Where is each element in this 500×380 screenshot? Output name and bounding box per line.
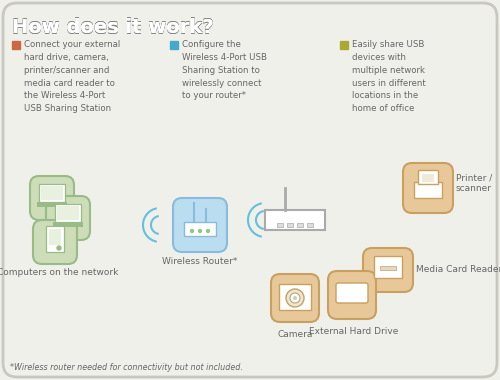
Bar (55, 204, 81, 222)
FancyBboxPatch shape (403, 163, 453, 213)
Circle shape (293, 296, 297, 300)
Circle shape (286, 289, 304, 307)
Bar (265, 210, 325, 230)
Text: Media Card Reader: Media Card Reader (416, 266, 500, 274)
Bar (297, 223, 303, 227)
Text: How does it work?: How does it work? (12, 19, 213, 38)
FancyBboxPatch shape (33, 220, 77, 264)
Text: How does it work?: How does it work? (12, 19, 213, 38)
Text: Connect your external
hard drive, camera,
printer/scanner and
media card reader : Connect your external hard drive, camera… (24, 40, 120, 113)
FancyBboxPatch shape (46, 196, 90, 240)
Bar (307, 223, 313, 227)
Text: How does it work?: How does it work? (12, 17, 214, 36)
Bar (39, 184, 65, 202)
Text: How does it work?: How does it work? (12, 17, 213, 36)
Circle shape (198, 230, 202, 233)
Text: Camera: Camera (278, 330, 312, 339)
Text: How does it work?: How does it work? (12, 18, 213, 37)
Bar (422, 174, 434, 182)
Text: Wireless Router*: Wireless Router* (162, 257, 238, 266)
Text: Configure the
Wireless 4-Port USB
Sharing Station to
wirelessly connect
to your : Configure the Wireless 4-Port USB Sharin… (182, 40, 267, 100)
Bar (37, 202, 67, 207)
FancyBboxPatch shape (30, 176, 74, 220)
Text: Printer /
scanner: Printer / scanner (456, 173, 492, 193)
Bar (12, 41, 20, 49)
Text: How does it work?: How does it work? (12, 19, 214, 38)
FancyBboxPatch shape (173, 198, 227, 252)
Bar (277, 223, 283, 227)
Bar (287, 223, 293, 227)
Bar (46, 226, 64, 252)
Circle shape (290, 293, 300, 303)
Bar (380, 266, 396, 270)
Circle shape (190, 230, 194, 233)
Text: Computers on the network: Computers on the network (0, 268, 118, 277)
Bar (49, 229, 61, 245)
Text: How does it work?: How does it work? (12, 18, 213, 37)
Circle shape (57, 246, 61, 250)
Bar (184, 222, 216, 236)
Bar (41, 186, 63, 200)
Text: *Wireless router needed for connectivity but not included.: *Wireless router needed for connectivity… (10, 363, 243, 372)
FancyBboxPatch shape (271, 274, 319, 322)
Bar (170, 41, 178, 49)
Bar (374, 256, 402, 278)
Circle shape (206, 230, 210, 233)
Bar (418, 170, 438, 184)
FancyBboxPatch shape (363, 248, 413, 292)
Bar (53, 222, 83, 227)
Bar (414, 182, 442, 198)
Bar (57, 206, 79, 220)
Text: How does it work?: How does it work? (12, 17, 213, 36)
Text: External Hard Drive: External Hard Drive (310, 327, 398, 336)
Bar (340, 41, 348, 49)
FancyBboxPatch shape (3, 3, 497, 377)
Bar (279, 284, 311, 310)
FancyBboxPatch shape (336, 283, 368, 303)
FancyBboxPatch shape (328, 271, 376, 319)
Text: How does it work?: How does it work? (12, 18, 214, 37)
Text: How does it work?: How does it work? (12, 18, 213, 37)
Text: Easily share USB
devices with
multiple network
users in different
locations in t: Easily share USB devices with multiple n… (352, 40, 426, 113)
